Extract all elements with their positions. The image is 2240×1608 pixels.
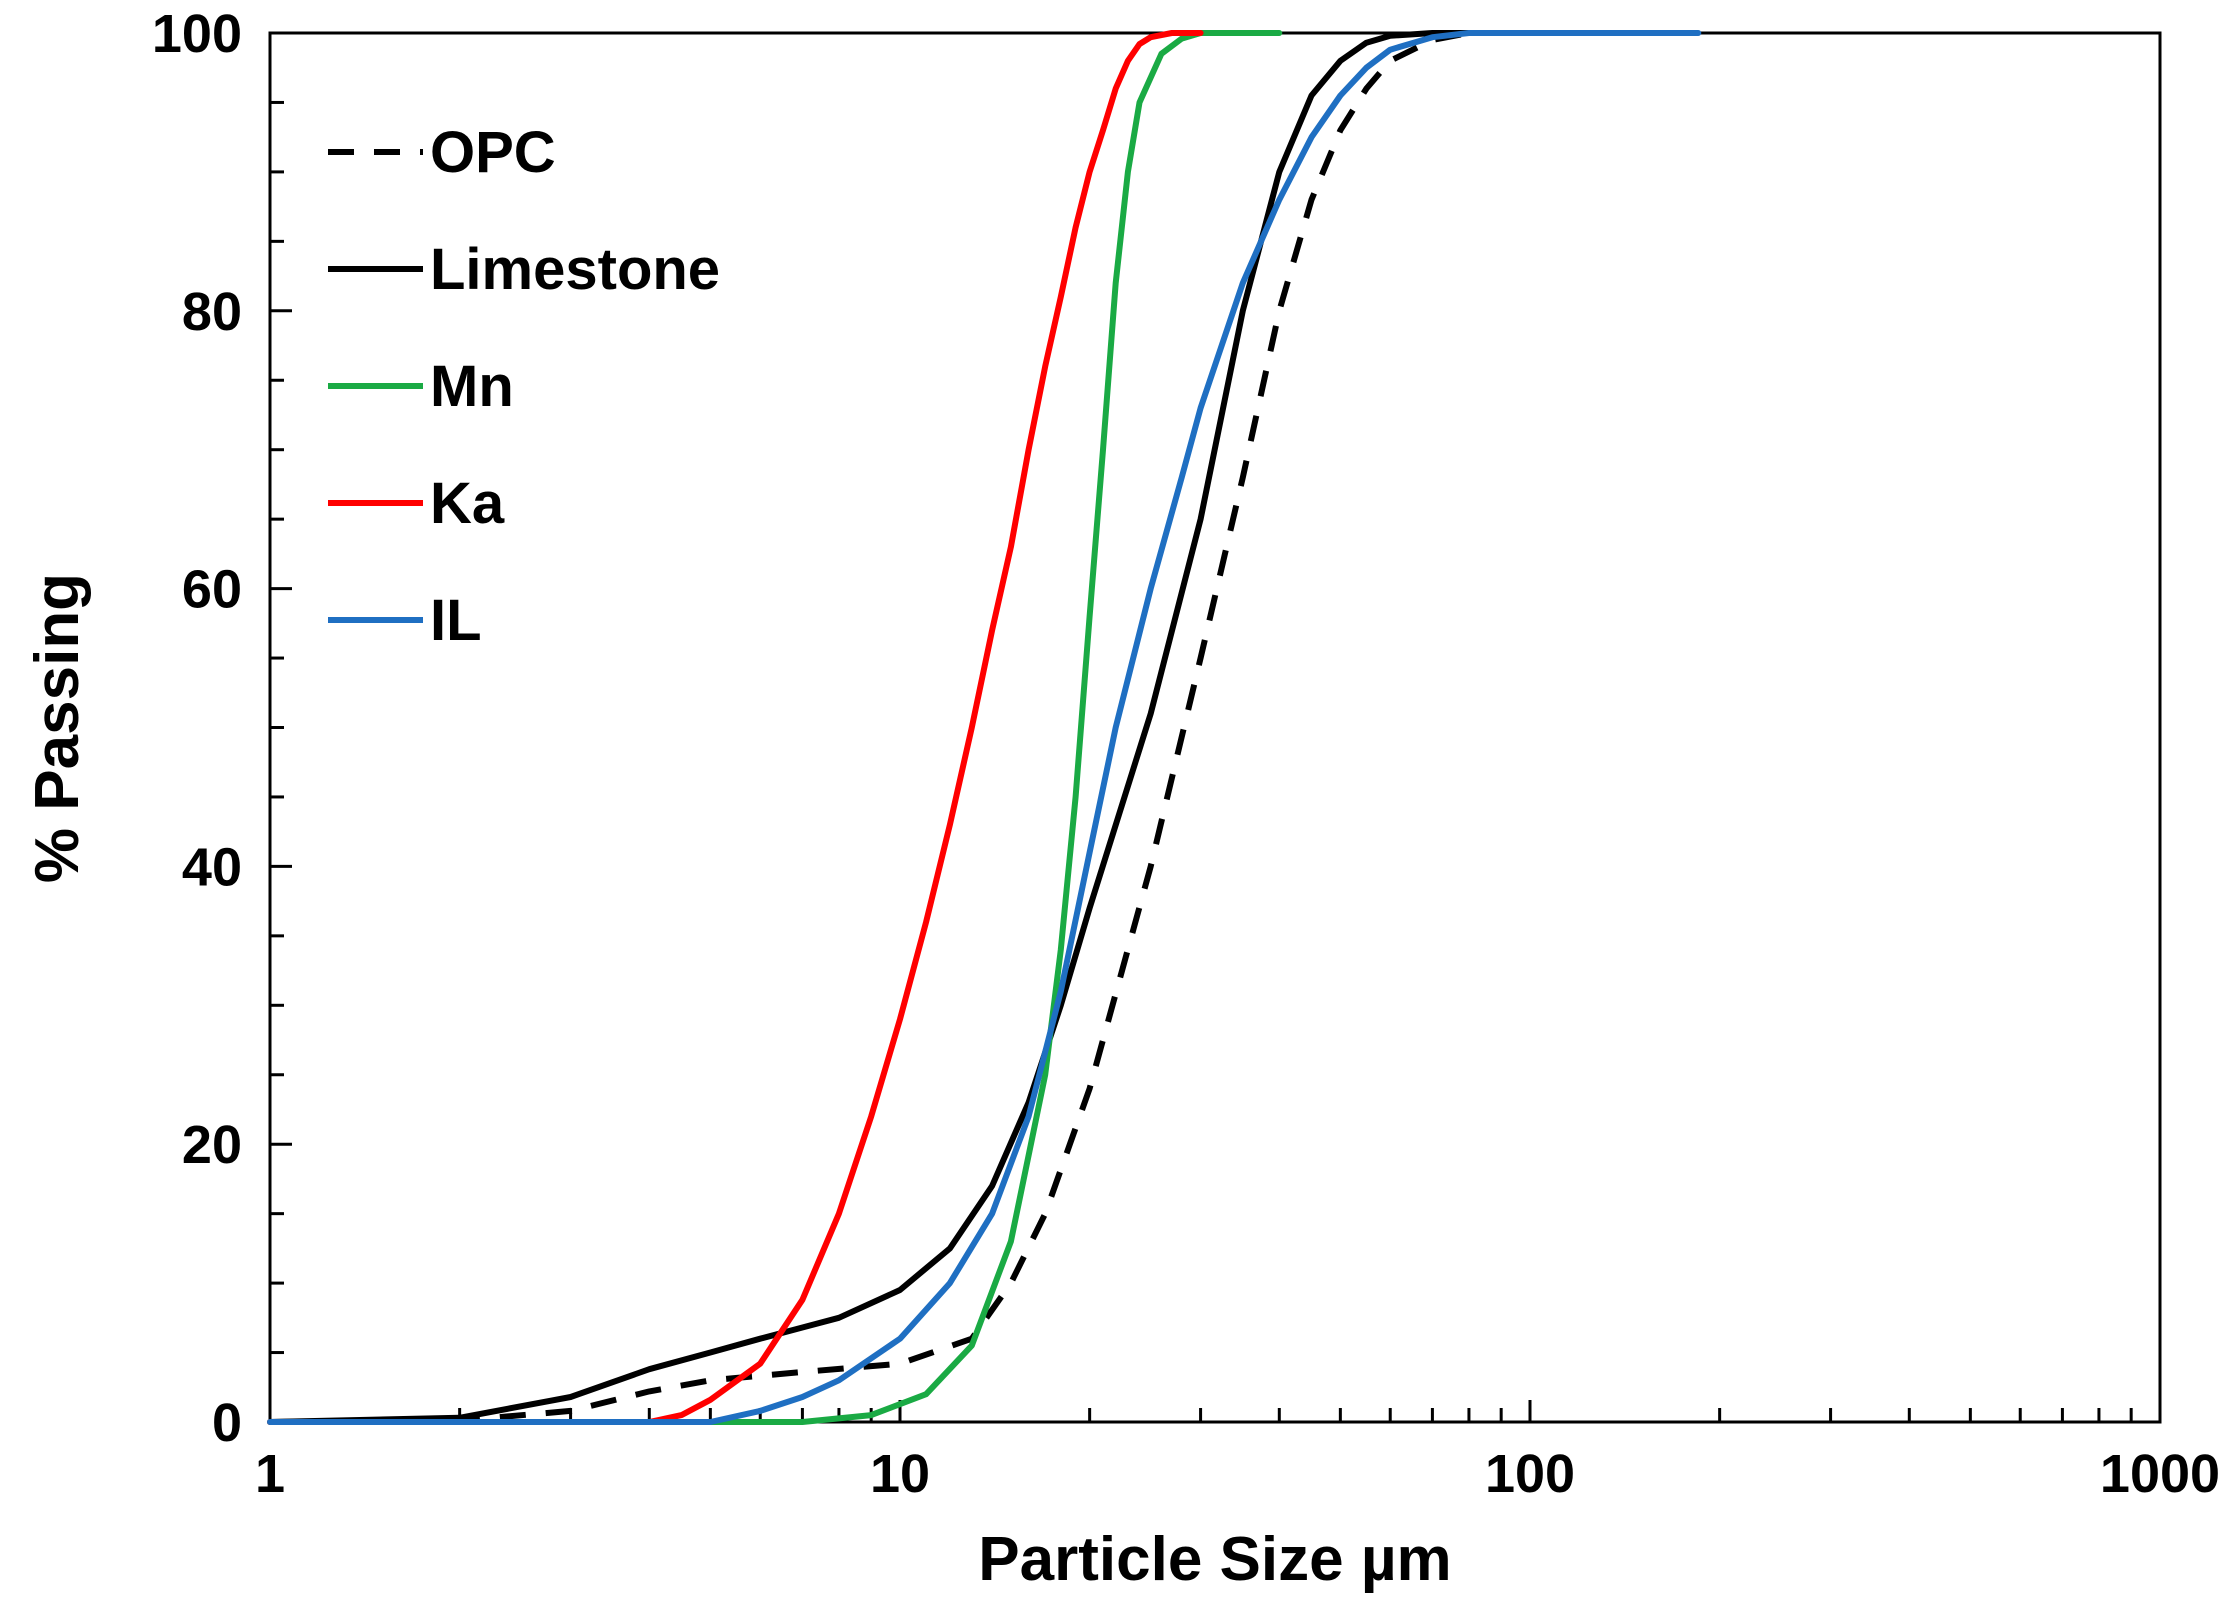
series-line-opc xyxy=(269,30,1530,1425)
legend-label-ka: Ka xyxy=(430,471,505,536)
series-line-mn xyxy=(267,30,1283,1425)
x-tick-label: 100 xyxy=(1485,1444,1575,1504)
legend-label-limestone: Limestone xyxy=(430,237,720,302)
y-tick-label: 20 xyxy=(182,1115,242,1175)
legend-label-il: IL xyxy=(430,588,482,653)
series-layer xyxy=(267,30,1702,1425)
y-axis-title: % Passing xyxy=(23,573,92,883)
series-line-ka xyxy=(267,30,1204,1425)
y-tick-label: 60 xyxy=(182,560,242,620)
y-tick-label: 80 xyxy=(182,282,242,342)
y-tick-label: 0 xyxy=(212,1393,242,1453)
x-tick-label: 10 xyxy=(870,1444,930,1504)
x-tick-label: 1000 xyxy=(2100,1444,2220,1504)
labels-layer: 0 20 40 60 80 100 1 10 100 1000 xyxy=(152,4,2220,1504)
series-line-il xyxy=(267,30,1702,1425)
x-axis-title: Particle Size µm xyxy=(978,1525,1451,1594)
y-tick-label: 40 xyxy=(182,837,242,897)
legend-label-opc: OPC xyxy=(430,120,556,185)
legend: OPC Limestone Mn Ka IL xyxy=(328,120,720,653)
y-tick-label: 100 xyxy=(152,4,242,64)
x-tick-label: 1 xyxy=(255,1444,285,1504)
legend-label-mn: Mn xyxy=(430,354,514,419)
plot-area xyxy=(268,31,2162,1424)
